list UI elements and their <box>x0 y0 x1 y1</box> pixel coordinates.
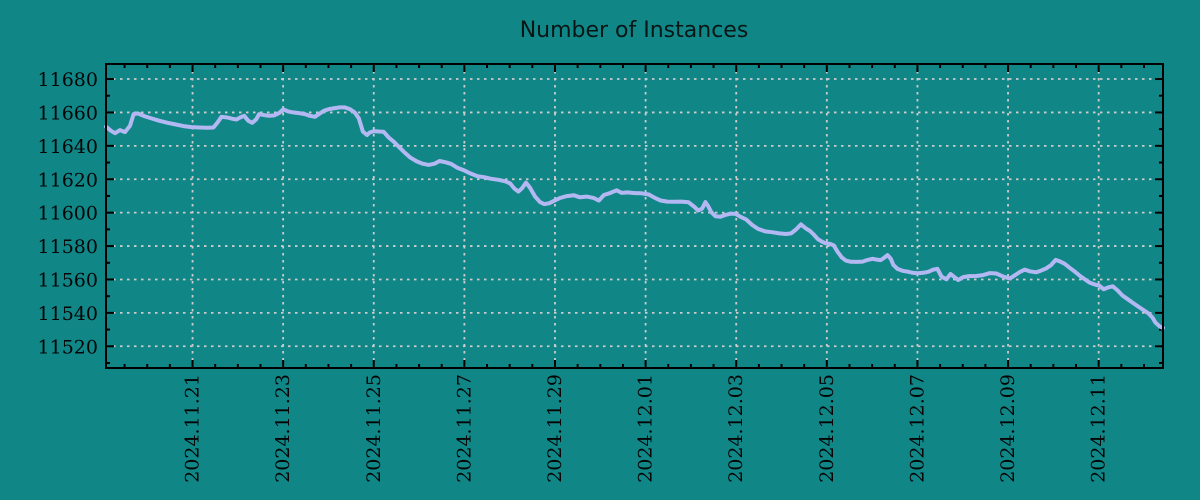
x-tick-label: 2024.11.27 <box>453 374 475 483</box>
y-tick-label: 11680 <box>38 69 98 91</box>
y-tick-label: 11520 <box>38 336 98 358</box>
y-tick-label: 11640 <box>38 136 98 158</box>
series-line <box>104 105 1165 330</box>
x-tick-label: 2024.12.03 <box>725 374 747 483</box>
x-tick-label: 2024.12.07 <box>906 374 928 483</box>
x-tick-label: 2024.12.05 <box>816 374 838 483</box>
x-tick-label: 2024.12.01 <box>635 374 657 483</box>
y-axis-tick-labels: 11520 11540 11560 11580 11600 11620 11640 11660… <box>38 69 98 358</box>
y-tick-label: 11560 <box>38 269 98 291</box>
x-tick-label: 2024.12.11 <box>1088 374 1110 483</box>
y-tick-label: 11660 <box>38 102 98 124</box>
y-tick-label: 11540 <box>38 303 98 325</box>
axis-ticks <box>106 64 1163 368</box>
x-tick-label: 2024.11.23 <box>272 374 294 483</box>
x-tick-label: 2024.11.25 <box>363 374 385 483</box>
x-tick-label: 2024.12.09 <box>997 374 1019 483</box>
y-tick-label: 11580 <box>38 236 98 258</box>
x-tick-label: 2024.11.21 <box>182 374 204 483</box>
y-tick-label: 11600 <box>38 203 98 225</box>
gridlines <box>106 64 1163 368</box>
x-tick-label: 2024.11.29 <box>544 374 566 483</box>
plot-border <box>105 63 1164 369</box>
x-axis-tick-labels: 2024.11.21 2024.11.23 2024.11.25 2024.11.27… <box>182 374 1110 483</box>
chart-title: Number of Instances <box>520 18 749 43</box>
y-tick-label: 11620 <box>38 169 98 191</box>
